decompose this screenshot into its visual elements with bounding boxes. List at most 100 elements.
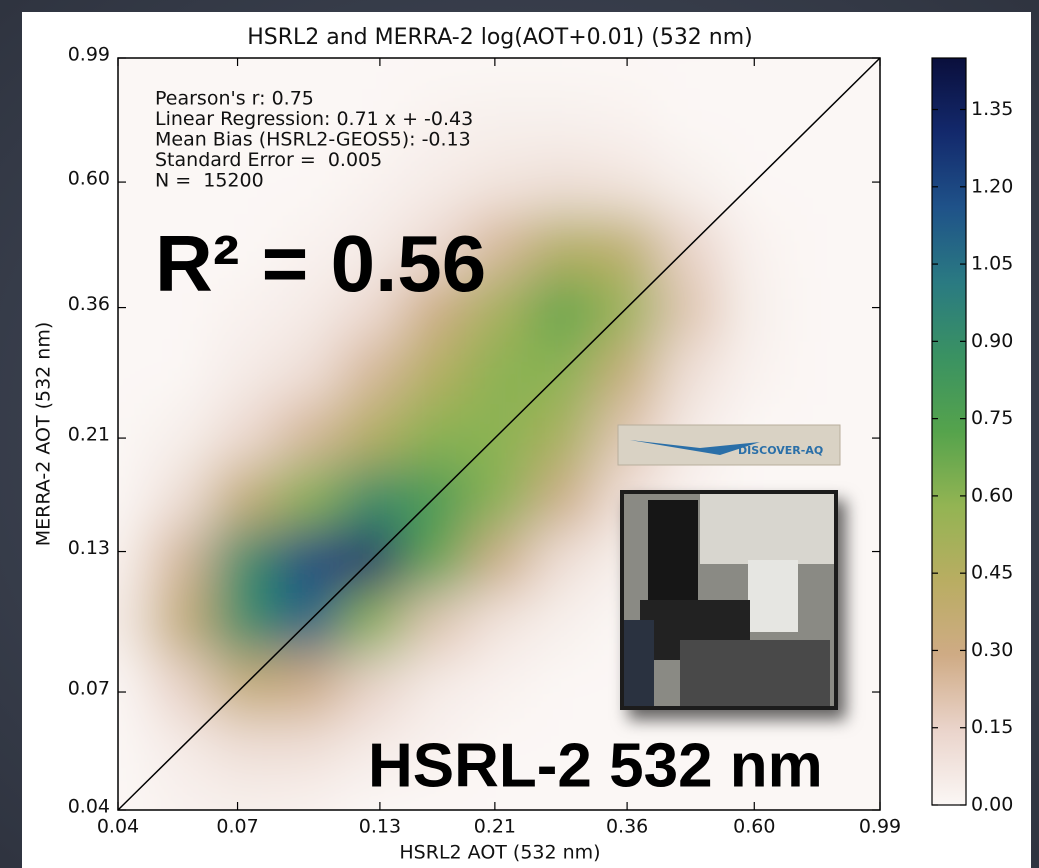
density-cell xyxy=(531,465,595,529)
r-squared-headline: R² = 0.56 xyxy=(155,219,486,308)
y-tick-label: 0.36 xyxy=(68,293,110,315)
photo-equipment xyxy=(680,640,830,706)
density-cell xyxy=(212,528,277,591)
density-cell xyxy=(658,89,723,153)
x-tick-label: 0.60 xyxy=(733,816,775,838)
density-cell xyxy=(531,89,595,153)
colorbar-tick-label: 0.30 xyxy=(971,639,1013,661)
page: {"chart_data": { "type": "density", "tit… xyxy=(0,0,1039,868)
chart-title: HSRL2 and MERRA-2 log(AOT+0.01) (532 nm) xyxy=(247,25,753,50)
density-cell xyxy=(467,654,532,718)
density-cell xyxy=(658,152,723,216)
density-cell xyxy=(341,402,405,466)
density-cell xyxy=(721,89,785,153)
statistic-line: Mean Bias (HSRL2-GEOS5): -0.13 xyxy=(155,129,471,151)
density-cell xyxy=(341,590,405,655)
density-cell xyxy=(341,340,405,403)
photo-telescope xyxy=(648,500,698,610)
x-tick-label: 0.99 xyxy=(859,816,901,838)
colorbar-tick-label: 0.45 xyxy=(971,562,1013,584)
density-cell xyxy=(276,717,341,780)
y-tick-label: 0.07 xyxy=(68,678,110,700)
x-tick-label: 0.13 xyxy=(359,816,401,838)
density-cell xyxy=(594,340,659,403)
instrument-label: HSRL-2 532 nm xyxy=(368,731,823,800)
density-cell xyxy=(149,465,213,529)
density-cell xyxy=(149,528,213,591)
density-cell xyxy=(276,340,341,403)
colorbar-tick-label: 1.05 xyxy=(971,253,1013,275)
y-tick-label: 0.99 xyxy=(68,44,110,66)
instrument-photo xyxy=(620,490,838,710)
photo-wall xyxy=(700,494,834,564)
density-cell xyxy=(785,340,849,403)
density-cell xyxy=(467,465,532,529)
colorbar-tick-label: 0.90 xyxy=(971,330,1013,352)
density-cell xyxy=(594,89,659,153)
density-cell xyxy=(658,340,723,403)
statistic-line: Linear Regression: 0.71 x + -0.43 xyxy=(155,108,473,130)
density-cell xyxy=(594,152,659,216)
density-cell xyxy=(721,277,785,341)
colorbar-tick-label: 1.35 xyxy=(971,98,1013,120)
density-cell xyxy=(212,465,277,529)
density-cell xyxy=(212,590,277,655)
banner-text: DISCOVER-AQ xyxy=(738,444,823,457)
discover-aq-banner: DISCOVER-AQ xyxy=(618,425,840,465)
density-cell xyxy=(467,152,532,216)
density-cell xyxy=(785,277,849,341)
density-cell xyxy=(404,340,468,403)
density-cell xyxy=(785,215,849,279)
density-cell xyxy=(149,402,213,466)
y-tick-label: 0.04 xyxy=(68,796,110,818)
statistic-line: Standard Error = 0.005 xyxy=(155,149,382,171)
photo-box xyxy=(748,560,798,632)
density-cell xyxy=(404,528,468,591)
density-cell xyxy=(149,654,213,718)
statistic-line: Pearson's r: 0.75 xyxy=(155,88,314,110)
density-cell xyxy=(785,152,849,216)
colorbar-tick-label: 1.20 xyxy=(971,175,1013,197)
x-tick-label: 0.36 xyxy=(606,816,648,838)
slide: 0.040.070.130.210.360.600.990.040.070.13… xyxy=(0,0,1039,868)
y-tick-label: 0.60 xyxy=(68,168,110,190)
y-tick-label: 0.21 xyxy=(68,424,110,446)
density-cell xyxy=(531,528,595,591)
colorbar-tick-label: 0.60 xyxy=(971,484,1013,506)
density-cell xyxy=(531,654,595,718)
density-cell xyxy=(212,402,277,466)
density-cell xyxy=(149,340,213,403)
density-cell xyxy=(404,654,468,718)
colorbar-gradient xyxy=(932,58,966,805)
density-cell xyxy=(341,654,405,718)
density-cell xyxy=(276,528,341,591)
density-cell xyxy=(212,717,277,780)
y-axis-label: MERRA-2 AOT (532 nm) xyxy=(33,322,55,547)
colorbar-tick-label: 0.00 xyxy=(971,794,1013,816)
density-cell xyxy=(594,215,659,279)
density-cell xyxy=(721,340,785,403)
density-cell xyxy=(531,152,595,216)
density-cell xyxy=(467,528,532,591)
density-cell xyxy=(404,402,468,466)
density-cell xyxy=(276,402,341,466)
density-cell xyxy=(149,590,213,655)
density-cell xyxy=(404,590,468,655)
density-cell xyxy=(531,402,595,466)
density-cell xyxy=(404,152,468,216)
density-cell xyxy=(467,590,532,655)
x-axis-label: HSRL2 AOT (532 nm) xyxy=(399,842,600,864)
density-cell xyxy=(212,340,277,403)
density-cell xyxy=(341,465,405,529)
density-cell xyxy=(467,340,532,403)
colorbar-tick-label: 0.15 xyxy=(971,716,1013,738)
density-cell xyxy=(721,215,785,279)
density-cell xyxy=(531,277,595,341)
x-tick-label: 0.21 xyxy=(474,816,516,838)
density-cell xyxy=(276,654,341,718)
y-tick-label: 0.13 xyxy=(68,537,110,559)
density-cell xyxy=(658,277,723,341)
density-cell xyxy=(467,89,532,153)
density-cell xyxy=(531,215,595,279)
photo-bag xyxy=(624,620,654,706)
